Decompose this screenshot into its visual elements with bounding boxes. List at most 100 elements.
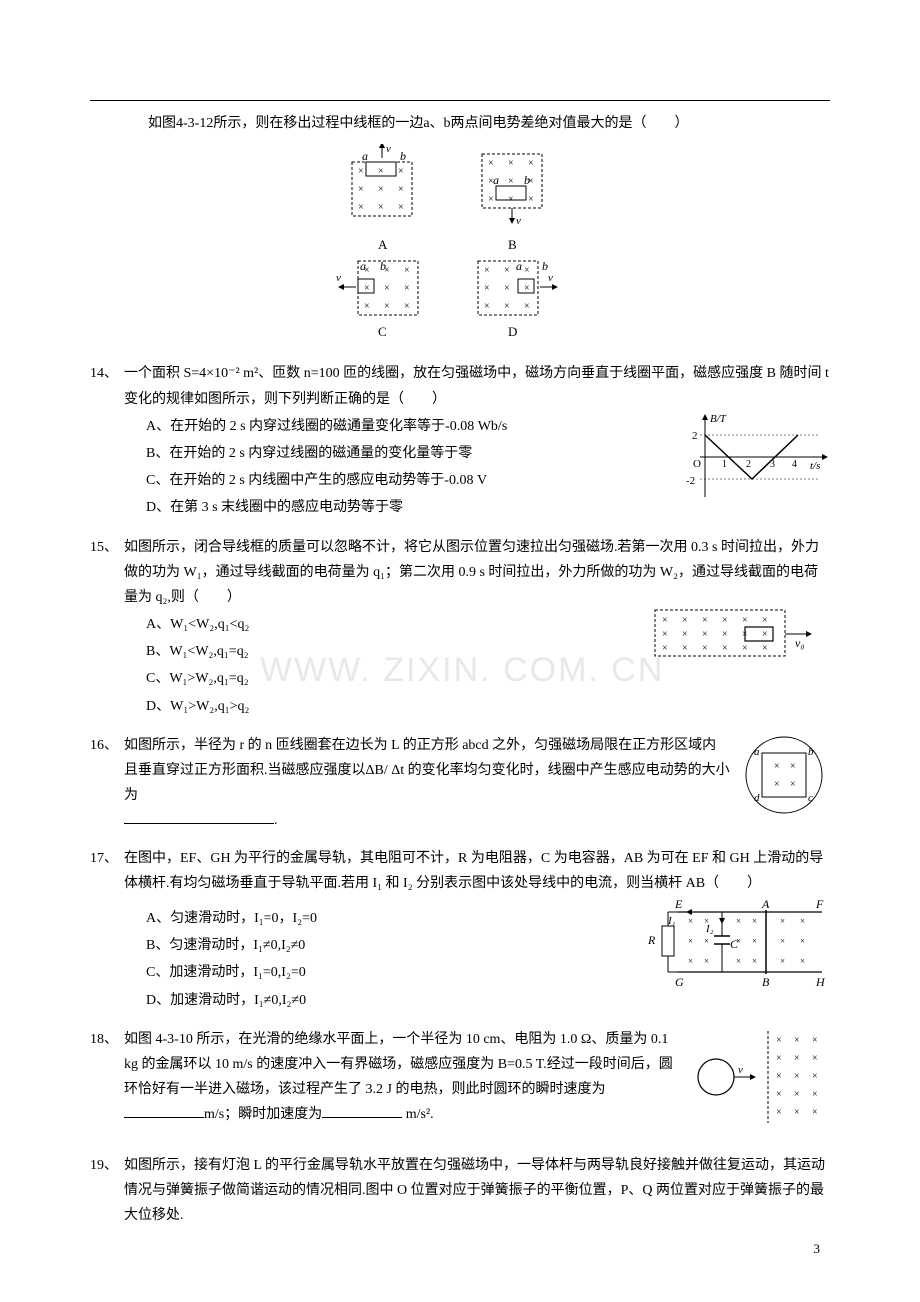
svg-text:b: b bbox=[542, 259, 548, 273]
svg-text:×: × bbox=[398, 184, 404, 195]
q15-figure: ×××××× ×××××× ×××××× v₀ bbox=[650, 605, 830, 674]
svg-text:×: × bbox=[704, 916, 709, 926]
svg-text:×: × bbox=[704, 956, 709, 966]
svg-text:×: × bbox=[358, 166, 364, 177]
page-number: 3 bbox=[814, 1237, 821, 1260]
svg-text:×: × bbox=[702, 643, 708, 654]
svg-text:×: × bbox=[384, 301, 390, 312]
svg-text:×: × bbox=[688, 916, 693, 926]
svg-text:×: × bbox=[488, 158, 494, 169]
svg-text:×: × bbox=[812, 1089, 818, 1100]
question-14: 14、 一个面积 S=4×10⁻² m²、匝数 n=100 匝的线圈，放在匀强磁… bbox=[90, 361, 830, 522]
svg-text:×: × bbox=[752, 916, 757, 926]
svg-text:×: × bbox=[812, 1071, 818, 1082]
q18-figure: v ××× ××× ××× ××× ××× bbox=[690, 1027, 830, 1136]
label-D: D bbox=[508, 324, 517, 339]
svg-text:×: × bbox=[790, 761, 796, 772]
svg-text:×: × bbox=[812, 1107, 818, 1118]
svg-text:×: × bbox=[762, 615, 768, 626]
svg-text:B/T: B/T bbox=[710, 413, 727, 425]
svg-text:×: × bbox=[504, 283, 510, 294]
svg-text:×: × bbox=[682, 643, 688, 654]
question-19: 19、 如图所示，接有灯泡 L 的平行金属导轨水平放置在匀强磁场中，一导体杆与两… bbox=[90, 1153, 830, 1229]
svg-text:×: × bbox=[780, 956, 785, 966]
page-top-rule bbox=[90, 100, 830, 101]
q14-text: 一个面积 S=4×10⁻² m²、匝数 n=100 匝的线圈，放在匀强磁场中，磁… bbox=[124, 361, 830, 411]
svg-text:×: × bbox=[404, 301, 410, 312]
svg-text:×: × bbox=[752, 936, 757, 946]
svg-text:×: × bbox=[484, 301, 490, 312]
svg-text:×: × bbox=[358, 202, 364, 213]
figure-4-3-12: a b v ××× ××× ××× ××× ××× ××× bbox=[90, 144, 830, 353]
svg-text:×: × bbox=[794, 1035, 800, 1046]
label-B: B bbox=[508, 237, 517, 252]
svg-text:t/s: t/s bbox=[810, 460, 820, 472]
svg-text:v: v bbox=[386, 144, 391, 155]
svg-text:×: × bbox=[528, 158, 534, 169]
svg-text:×: × bbox=[776, 1089, 782, 1100]
svg-text:E: E bbox=[674, 897, 683, 911]
svg-text:×: × bbox=[812, 1035, 818, 1046]
svg-text:d: d bbox=[754, 792, 760, 804]
svg-text:×: × bbox=[702, 629, 708, 640]
svg-text:b: b bbox=[524, 173, 530, 187]
svg-text:×: × bbox=[800, 956, 805, 966]
svg-text:b: b bbox=[808, 746, 814, 758]
q17-num: 17、 bbox=[90, 846, 124, 871]
svg-text:F: F bbox=[815, 897, 824, 911]
svg-text:G: G bbox=[675, 975, 684, 989]
q17-circuit: E A F G B H R C bbox=[640, 896, 830, 1000]
svg-text:×: × bbox=[682, 615, 688, 626]
svg-text:×: × bbox=[484, 265, 490, 276]
svg-text:×: × bbox=[742, 643, 748, 654]
svg-text:×: × bbox=[404, 265, 410, 276]
svg-text:×: × bbox=[364, 283, 370, 294]
svg-text:v: v bbox=[336, 272, 341, 284]
page-content: 如图4-3-12所示，则在移出过程中线框的一边a、b两点间电势差绝对值最大的是（… bbox=[90, 111, 830, 1228]
q19-num: 19、 bbox=[90, 1153, 124, 1178]
svg-text:×: × bbox=[484, 283, 490, 294]
svg-text:b: b bbox=[380, 259, 386, 273]
fig-abcd-svg: a b v ××× ××× ××× ××× ××× ××× bbox=[290, 144, 630, 344]
svg-text:×: × bbox=[722, 615, 728, 626]
svg-text:4: 4 bbox=[792, 459, 797, 470]
svg-text:×: × bbox=[702, 615, 708, 626]
svg-text:2: 2 bbox=[692, 430, 698, 442]
svg-text:a: a bbox=[516, 259, 522, 273]
svg-text:I₁: I₁ bbox=[667, 915, 676, 927]
svg-text:A: A bbox=[761, 897, 770, 911]
svg-text:×: × bbox=[812, 1053, 818, 1064]
svg-text:×: × bbox=[682, 629, 688, 640]
q18-text1: 如图 4-3-10 所示，在光滑的绝缘水平面上，一个半径为 10 cm、电阻为 … bbox=[124, 1032, 673, 1097]
svg-text:×: × bbox=[794, 1089, 800, 1100]
q14-num: 14、 bbox=[90, 361, 124, 386]
svg-text:×: × bbox=[762, 643, 768, 654]
svg-text:v: v bbox=[548, 272, 553, 284]
svg-text:×: × bbox=[762, 629, 768, 640]
svg-text:2: 2 bbox=[746, 459, 751, 470]
svg-text:×: × bbox=[378, 166, 384, 177]
svg-text:×: × bbox=[488, 194, 494, 205]
svg-text:R: R bbox=[647, 933, 656, 947]
svg-text:×: × bbox=[722, 629, 728, 640]
svg-text:×: × bbox=[662, 629, 668, 640]
svg-text:×: × bbox=[528, 194, 534, 205]
svg-text:×: × bbox=[776, 1053, 782, 1064]
svg-text:×: × bbox=[722, 643, 728, 654]
q16-body: 如图所示，半径为 r 的 n 匝线圈套在边长为 L 的正方形 abcd 之外，匀… bbox=[124, 738, 730, 803]
svg-text:×: × bbox=[736, 956, 741, 966]
question-15: 15、 如图所示，闭合导线框的质量可以忽略不计，将它从图示位置匀速拉出匀强磁场.… bbox=[90, 535, 830, 721]
svg-text:v: v bbox=[738, 1064, 743, 1076]
svg-text:×: × bbox=[358, 184, 364, 195]
svg-text:×: × bbox=[774, 761, 780, 772]
svg-text:×: × bbox=[736, 936, 741, 946]
svg-text:×: × bbox=[800, 936, 805, 946]
q14-graph: B/T t/s 2 -2 O 1 2 3 4 bbox=[680, 412, 830, 511]
svg-text:×: × bbox=[704, 936, 709, 946]
svg-text:×: × bbox=[790, 779, 796, 790]
question-16: a b c d ×× ×× 16、 如图所示，半径为 r 的 n 匝线圈套在边长… bbox=[90, 733, 830, 834]
label-A: A bbox=[378, 237, 388, 252]
svg-text:×: × bbox=[662, 615, 668, 626]
svg-text:×: × bbox=[800, 916, 805, 926]
q16-blank-line: . bbox=[124, 808, 830, 833]
